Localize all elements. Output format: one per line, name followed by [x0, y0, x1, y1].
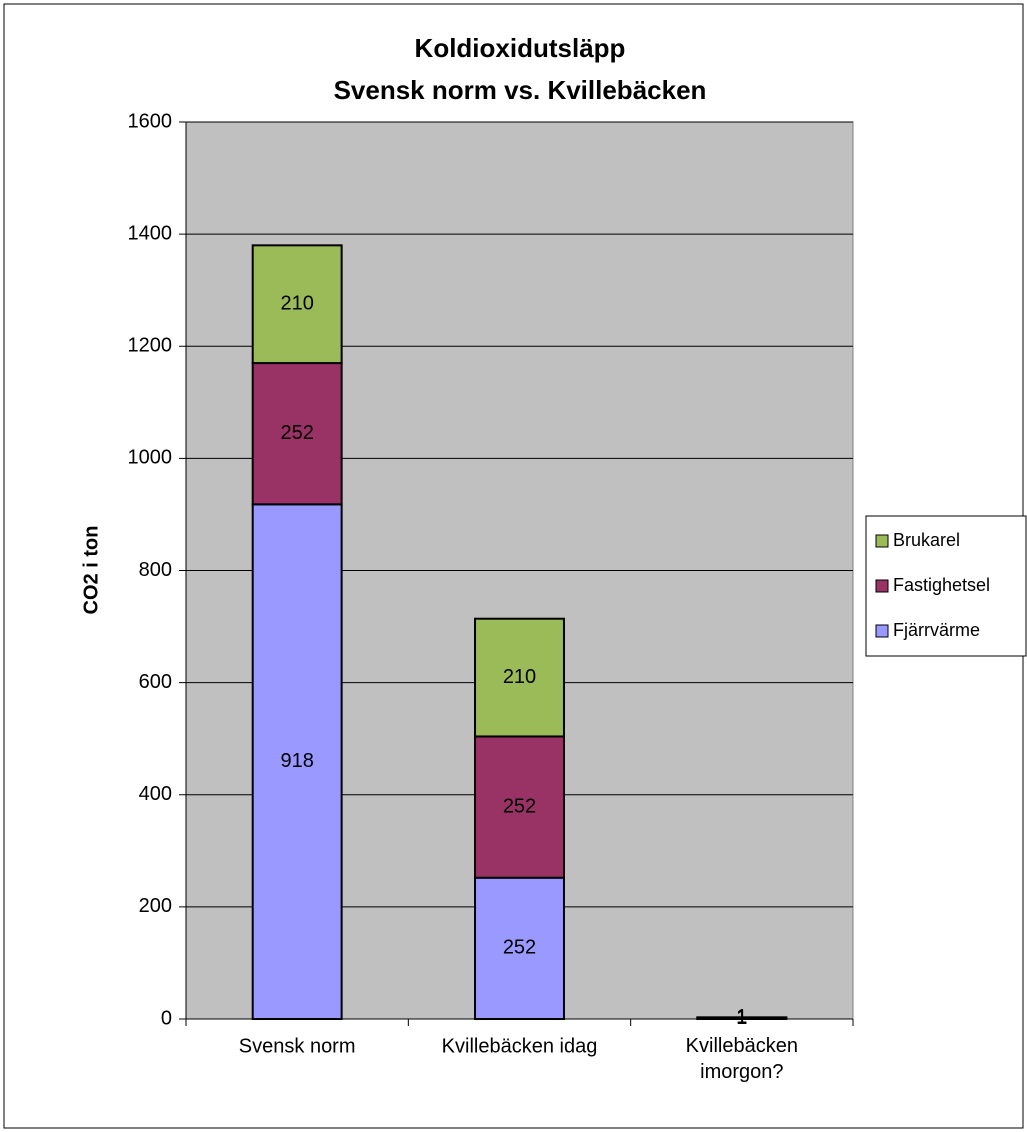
legend-label: Brukarel [893, 530, 960, 550]
bar-segment [474, 876, 565, 1020]
data-label: 918 [280, 750, 313, 772]
x-tick-label: Kvillebäcken idag [442, 1035, 598, 1057]
bar-segment [474, 735, 565, 879]
y-tick-label: 400 [139, 783, 172, 805]
chart-title: Svensk norm vs. Kvillebäcken [334, 75, 707, 105]
y-tick-label: 600 [139, 671, 172, 693]
chart-title: Koldioxidutsläpp [415, 33, 626, 63]
bar-segment [696, 1016, 788, 1019]
y-tick-label: 800 [139, 559, 172, 581]
x-tick-label: Kvillebäcken imorgon? [686, 1035, 798, 1083]
data-label: 1 [736, 1006, 747, 1028]
data-label: 210 [503, 666, 536, 688]
y-tick-label: 200 [139, 895, 172, 917]
bar-segment [474, 617, 565, 738]
x-tick-label: Svensk norm [239, 1035, 356, 1057]
legend-label: Fjärrvärme [893, 620, 980, 640]
legend-swatch [875, 579, 889, 593]
legend-swatch [875, 534, 889, 548]
data-label: 252 [503, 937, 536, 959]
data-label: 210 [280, 292, 313, 314]
y-axis-label: CO2 i ton [80, 526, 102, 615]
y-tick-label: 1600 [128, 110, 173, 132]
legend-box [865, 515, 1027, 657]
data-label: 252 [503, 795, 536, 817]
y-tick-label: 1200 [128, 335, 173, 357]
legend-label: Fastighetsel [893, 575, 990, 595]
data-label: 252 [280, 422, 313, 444]
y-tick-label: 1000 [128, 447, 173, 469]
bar-segment [251, 244, 343, 365]
y-tick-label: 0 [161, 1007, 172, 1029]
y-tick-label: 1400 [128, 222, 173, 244]
legend-swatch [875, 624, 889, 638]
